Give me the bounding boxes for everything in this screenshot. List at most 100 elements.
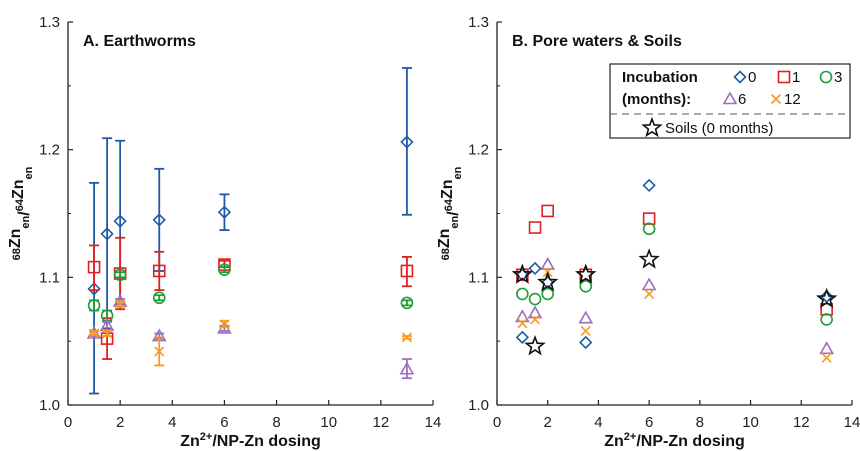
point-series-diamond — [152, 213, 166, 227]
y-tick-label: 1.2 — [39, 142, 60, 159]
x-tick-label: 14 — [425, 414, 442, 431]
y-tick-label: 1.1 — [39, 269, 60, 286]
y-axis-label-b: 68Znen/64Znen — [436, 166, 464, 260]
point-series-x — [154, 346, 165, 357]
x-tick-label: 4 — [168, 414, 176, 431]
point-series-star — [511, 263, 534, 284]
x-tick-label: 8 — [272, 414, 280, 431]
point-series-star — [536, 271, 559, 292]
legend-label-3: 3 — [834, 69, 842, 86]
legend-marker-triangle — [722, 91, 738, 105]
legend-marker-diamond — [733, 70, 747, 84]
y-tick-label: 1.1 — [468, 269, 489, 286]
point-series-star — [524, 335, 546, 356]
x-tick-label: 10 — [320, 414, 337, 431]
point-series-circle — [87, 299, 101, 312]
point-series-star — [815, 287, 838, 309]
point-series-circle — [528, 292, 542, 306]
x-tick-label: 2 — [116, 414, 124, 431]
x-tick-label: 6 — [220, 414, 228, 431]
point-series-diamond — [87, 282, 101, 296]
x-tick-label: 12 — [373, 414, 390, 431]
point-series-circle — [516, 287, 529, 301]
point-series-triangle — [540, 256, 556, 270]
point-series-circle — [152, 291, 166, 305]
y-tick-label: 1.2 — [468, 142, 489, 159]
x-tick-label: 2 — [544, 414, 552, 431]
panel-title-b: B. Pore waters & Soils — [512, 33, 682, 50]
y-tick-label: 1.3 — [39, 14, 60, 31]
point-series-diamond — [528, 261, 542, 276]
legend-header-2: (months): — [622, 91, 691, 108]
x-tick-label: 12 — [793, 414, 810, 431]
point-series-diamond — [217, 205, 232, 219]
x-tick-label: 8 — [696, 414, 704, 431]
point-series-x — [529, 314, 541, 325]
legend-marker-circle — [819, 70, 833, 84]
x-tick-label: 0 — [64, 414, 72, 431]
panel-b: 1.01.11.21.30 2 4 6 8 10 12 14B. Pore waters & … — [436, 14, 860, 450]
point-series-triangle — [641, 277, 657, 291]
x-axis-label-b: Zn2+/NP-Zn dosing — [604, 431, 745, 450]
x-tick-label: 10 — [742, 414, 759, 431]
legend-marker-star — [641, 116, 663, 138]
point-series-diamond — [100, 227, 114, 241]
point-series-triangle — [578, 310, 594, 324]
point-series-x — [821, 352, 832, 363]
panel-a: 1.0 1.1 1.2 1.3 0 2 4 6 8 10 12 14 A. Earthworms Zn2+… — [7, 14, 441, 450]
point-series-square — [528, 221, 542, 234]
point-series-square — [400, 264, 414, 278]
y-axis-label-a: 68Znen/64Znen — [7, 166, 35, 260]
point-series-diamond — [515, 330, 529, 344]
point-series-triangle — [514, 309, 530, 323]
point-series-circle — [113, 268, 127, 282]
point-series-triangle — [86, 325, 102, 339]
x-tick-label: 6 — [645, 414, 653, 431]
point-series-square — [541, 204, 555, 218]
x-tick-label: 0 — [493, 414, 501, 431]
point-series-circle — [820, 313, 833, 326]
y-tick-label: 1.3 — [468, 14, 489, 31]
point-series-triangle — [527, 305, 543, 319]
point-series-diamond — [400, 135, 414, 149]
point-series-square — [642, 212, 656, 225]
point-series-x — [89, 328, 100, 339]
point-series-x — [115, 299, 126, 310]
point-series-circle — [541, 287, 555, 301]
legend-header-1: Incubation — [622, 69, 698, 86]
point-series-diamond — [642, 178, 656, 193]
point-series-square — [87, 260, 101, 274]
panel-title-a: A. Earthworms — [83, 33, 196, 50]
point-series-circle — [579, 279, 593, 293]
point-series-triangle — [399, 361, 415, 375]
y-tick-label: 1.0 — [468, 397, 489, 414]
legend-marker-x — [770, 93, 782, 105]
point-series-star — [575, 263, 597, 284]
legend-label-6: 6 — [738, 91, 746, 108]
point-series-circle — [400, 296, 414, 310]
point-series-x — [517, 318, 528, 329]
point-series-x — [580, 325, 591, 337]
legend-marker-square — [777, 70, 791, 84]
legend-label-12: 12 — [784, 91, 801, 108]
point-series-diamond — [579, 335, 593, 350]
point-series-circle — [642, 222, 656, 236]
point-series-x — [644, 288, 655, 299]
legend-label-soils: Soils (0 months) — [665, 120, 773, 137]
point-series-circle — [218, 263, 231, 276]
x-tick-label: 14 — [844, 414, 860, 431]
legend-label-0: 0 — [748, 69, 756, 86]
x-axis-label-a: Zn2+/NP-Zn dosing — [180, 431, 321, 450]
point-series-square — [152, 264, 166, 278]
legend: Incubation (months): 0 1 3 6 12 Soils (0 months… — [609, 63, 851, 139]
point-series-x — [219, 319, 230, 330]
x-tick-label: 4 — [594, 414, 602, 431]
point-series-x — [401, 332, 412, 343]
point-series-x — [102, 328, 113, 339]
y-tick-label: 1.0 — [39, 397, 60, 414]
point-series-triangle — [819, 341, 835, 355]
legend-label-1: 1 — [792, 69, 800, 86]
point-series-diamond — [113, 214, 127, 228]
point-series-star — [638, 248, 660, 269]
